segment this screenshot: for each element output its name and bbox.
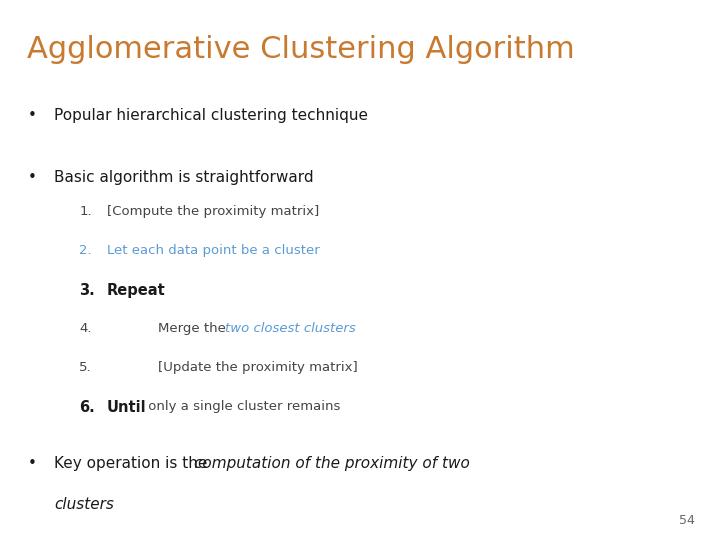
Text: [Update the proximity matrix]: [Update the proximity matrix] [158, 361, 358, 374]
Text: only a single cluster remains: only a single cluster remains [144, 400, 341, 413]
Text: two closest clusters: two closest clusters [225, 322, 356, 335]
Text: 6.: 6. [79, 400, 95, 415]
Text: •: • [27, 170, 36, 185]
Text: •: • [27, 108, 36, 123]
Text: 54: 54 [679, 514, 695, 526]
Text: Popular hierarchical clustering technique: Popular hierarchical clustering techniqu… [54, 108, 368, 123]
Text: Merge the: Merge the [158, 322, 230, 335]
Text: Repeat: Repeat [107, 283, 166, 298]
Text: Basic algorithm is straightforward: Basic algorithm is straightforward [54, 170, 314, 185]
Text: 2.: 2. [79, 244, 92, 257]
Text: [Compute the proximity matrix]: [Compute the proximity matrix] [107, 205, 319, 218]
Text: Until: Until [107, 400, 146, 415]
Text: 1.: 1. [79, 205, 92, 218]
Text: clusters: clusters [54, 497, 114, 512]
Text: 4.: 4. [79, 322, 91, 335]
Text: 5.: 5. [79, 361, 92, 374]
Text: computation of the proximity of two: computation of the proximity of two [194, 456, 470, 471]
Text: •: • [27, 456, 36, 471]
Text: 3.: 3. [79, 283, 95, 298]
Text: Key operation is the: Key operation is the [54, 456, 212, 471]
Text: Let each data point be a cluster: Let each data point be a cluster [107, 244, 319, 257]
Text: Agglomerative Clustering Algorithm: Agglomerative Clustering Algorithm [27, 35, 575, 64]
